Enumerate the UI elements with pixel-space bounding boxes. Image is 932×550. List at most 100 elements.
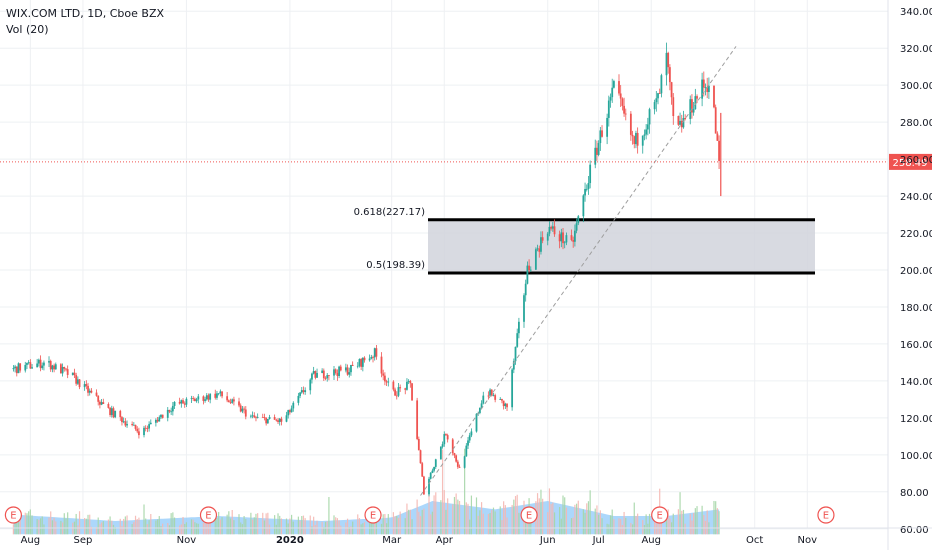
candle-body (385, 381, 388, 383)
price-axis[interactable]: 340.00 320.00 300.00 280.00 260.00 240.00 220.… (887, 0, 932, 550)
volume-bar (570, 518, 573, 535)
volume-bar (207, 520, 210, 535)
trendline[interactable] (420, 46, 737, 496)
volume-bar (499, 506, 501, 535)
volume-bar (65, 518, 67, 535)
volume-bar (233, 520, 235, 535)
earnings-marker[interactable]: E (520, 506, 538, 524)
candle-body (348, 372, 351, 375)
candle-body (428, 478, 430, 495)
volume-bar (565, 507, 568, 535)
volume-bar (150, 514, 152, 535)
volume-bar (409, 509, 411, 535)
volume-bar (552, 502, 554, 535)
volume-bar (51, 520, 54, 535)
volume-bar (123, 518, 125, 535)
x-tick-label: Nov (798, 535, 818, 546)
candle-body (619, 93, 622, 99)
volume-bar (350, 526, 352, 535)
volume-bar (613, 519, 615, 535)
volume-bar (168, 525, 171, 535)
volume-bar (447, 498, 449, 535)
candle-body (624, 113, 627, 115)
candle-body (149, 422, 152, 425)
volume-bar (17, 515, 20, 535)
symbol-title[interactable]: WIX.COM LTD, 1D, Cboe BZX (6, 7, 165, 20)
volume-bar (586, 503, 588, 535)
volume-bar (513, 499, 515, 535)
volume-bar (362, 523, 364, 535)
candle-body (75, 375, 78, 384)
candle-body (27, 362, 30, 364)
volume-bar (335, 517, 337, 535)
volume-bar (340, 525, 342, 535)
volume-bar (443, 490, 445, 535)
volume-bar (601, 518, 603, 535)
volume-bar (475, 497, 478, 535)
x-tick-label: Apr (436, 535, 454, 546)
earnings-marker[interactable]: E (364, 506, 382, 524)
candle-body (233, 399, 235, 402)
candle-body (297, 395, 300, 403)
candle-body (229, 402, 232, 403)
candle-body (546, 233, 549, 241)
volume-bar (28, 511, 30, 535)
volume-bar (114, 527, 116, 535)
candle-body (109, 407, 111, 415)
candle-body (463, 456, 466, 468)
volume-bar (693, 513, 695, 535)
volume-bar (375, 516, 378, 535)
fibonacci-retracement[interactable]: 0.618(227.17) 0.5(198.39) (354, 207, 815, 275)
volume-bar (289, 518, 291, 535)
volume-bar (654, 509, 656, 535)
volume-bar (90, 526, 93, 535)
time-axis[interactable]: Aug Sep Nov 2020 Mar Apr Jun Jul Aug Oct Nov (0, 527, 932, 546)
volume-bar (594, 508, 596, 535)
candle-body (131, 424, 134, 426)
earnings-marker[interactable]: E (817, 506, 835, 524)
earnings-marker[interactable]: E (651, 506, 669, 524)
candle-body (333, 369, 335, 376)
candle-body (132, 424, 135, 426)
volume-bar (75, 513, 77, 535)
candle-body (716, 133, 719, 141)
candle-body (54, 364, 57, 370)
volume-bar (648, 513, 651, 535)
volume-bar (479, 510, 481, 535)
candle-body (78, 379, 81, 388)
trendline-dashed[interactable] (420, 46, 737, 496)
candle-body (606, 117, 609, 137)
y-tick-label: 60.00 (900, 525, 929, 536)
volume-bar (253, 517, 255, 535)
volume-bar (301, 516, 303, 535)
volume-bar (445, 509, 447, 535)
volume-bar (304, 518, 306, 535)
volume-bar (564, 497, 566, 535)
candle-body (136, 428, 139, 432)
volume-bar (441, 449, 444, 535)
earnings-marker[interactable]: E (199, 506, 218, 524)
candle-body (368, 358, 371, 361)
volume-bar (160, 526, 162, 535)
volume-bar (667, 509, 669, 535)
candle-body (585, 188, 588, 190)
candle-body (41, 365, 44, 369)
candle-body (372, 356, 374, 358)
earnings-marker[interactable]: E (4, 506, 22, 524)
volume-bar (647, 523, 649, 535)
candle-body (31, 367, 33, 369)
x-tick-label: Aug (641, 535, 661, 546)
volume-bar (620, 519, 622, 535)
volume-indicator-label[interactable]: Vol (20) (6, 23, 49, 36)
volume-bar (265, 513, 267, 535)
volume-bar (715, 501, 717, 535)
candle-body (409, 381, 412, 384)
candle-body (504, 403, 507, 407)
volume-bar (435, 492, 437, 535)
volume-bar (525, 516, 527, 535)
candle-body (655, 98, 658, 103)
candle-body (679, 120, 681, 125)
x-tick-label: Jun (539, 535, 556, 546)
